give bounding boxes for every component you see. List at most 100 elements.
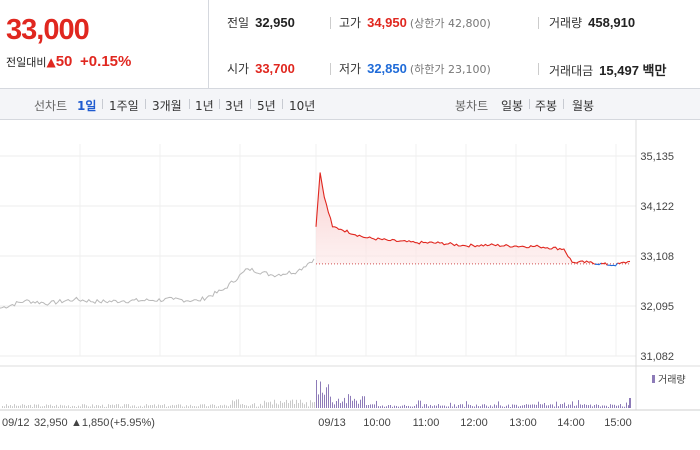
volume-bar	[594, 404, 595, 408]
volume-bar	[376, 400, 377, 408]
volume-bar	[296, 399, 297, 408]
volume-bar	[372, 404, 373, 408]
volume-bar	[578, 400, 579, 408]
volume-bar	[84, 404, 85, 408]
volume-bar	[540, 404, 541, 408]
volume-bar	[140, 405, 141, 408]
today-up-series	[617, 260, 631, 265]
volume-bar	[234, 401, 235, 408]
tab-1y[interactable]: 1년	[195, 99, 214, 113]
volume-bar	[580, 404, 581, 408]
volume-bar	[484, 404, 485, 408]
volume-bar	[432, 406, 433, 408]
volume-bar	[144, 405, 145, 408]
volume-bar	[154, 404, 155, 408]
tab-5y[interactable]: 5년	[257, 99, 276, 113]
volume-bar	[458, 405, 459, 408]
volume-bar	[374, 404, 375, 408]
volume-bar	[448, 406, 449, 408]
volume-bar	[452, 406, 453, 408]
volume-bar	[172, 404, 173, 408]
stat-label: 저가	[339, 62, 362, 76]
volume-bar	[86, 405, 87, 408]
volume-bar	[174, 405, 175, 408]
tab-3m[interactable]: 3개월	[152, 99, 182, 113]
upper-limit: (상한가 42,800)	[409, 17, 491, 30]
divider	[282, 99, 283, 109]
volume-bar	[22, 404, 23, 408]
volume-bar	[30, 404, 31, 408]
volume-bar	[442, 405, 443, 408]
volume-bar	[320, 381, 321, 408]
volume-bar	[80, 406, 81, 408]
volume-bar	[380, 406, 381, 408]
x-tick-label: 14:00	[557, 417, 585, 429]
volume-bar	[180, 404, 181, 408]
volume-bar	[454, 404, 455, 408]
volume-bar	[542, 404, 543, 408]
volume-bar	[324, 394, 325, 408]
volume-bar	[198, 406, 199, 408]
tab-weekly-candle[interactable]: 주봉	[535, 99, 558, 113]
volume-bar	[350, 395, 351, 408]
volume-bar	[336, 401, 337, 408]
volume-bar	[8, 405, 9, 408]
volume-bar	[192, 406, 193, 408]
tab-daily-candle[interactable]: 일봉	[501, 99, 524, 113]
volume-bar	[468, 404, 469, 408]
volume-bar	[148, 405, 149, 408]
volume-bar	[272, 404, 273, 408]
volume-bar	[204, 404, 205, 408]
volume-bar	[230, 404, 231, 408]
volume-bar	[438, 404, 439, 408]
volume-bar	[346, 403, 347, 408]
today-line	[315, 172, 631, 267]
tab-1w[interactable]: 1주일	[109, 99, 139, 113]
volume-bar	[482, 404, 483, 408]
volume-bar	[54, 406, 55, 408]
volume-bar	[604, 405, 605, 408]
volume-bar	[502, 406, 503, 408]
volume-bar	[588, 405, 589, 408]
volume-bar	[462, 404, 463, 408]
volume-bar	[536, 404, 537, 408]
volume-bar	[222, 405, 223, 408]
volume-bar	[478, 406, 479, 408]
volume-bar	[322, 392, 323, 408]
volume-bar	[602, 405, 603, 408]
x-tick-label: 10:00	[363, 417, 391, 429]
volume-bar	[46, 404, 47, 408]
volume-bar	[570, 404, 571, 408]
volume-bar	[488, 406, 489, 408]
volume-bar	[232, 400, 233, 408]
today-up-fill	[316, 172, 630, 264]
volume-bar	[568, 404, 569, 408]
stats-panel: 전일 32,950 고가 34,950 (상한가 42,800) 거래량 458,910…	[209, 0, 700, 88]
volume-bar	[292, 399, 293, 408]
tab-10y[interactable]: 10년	[289, 99, 316, 113]
x-tick-label: 09/12	[2, 417, 30, 429]
volume-bar	[50, 404, 51, 408]
x-tick-label: 15:00	[604, 417, 632, 429]
divider	[250, 99, 251, 109]
tab-monthly-candle[interactable]: 월봉	[572, 99, 595, 113]
volume-bar	[382, 405, 383, 408]
volume-bar	[88, 406, 89, 408]
volume-bar	[598, 404, 599, 408]
volume-bar	[430, 404, 431, 408]
volume-bar	[476, 404, 477, 408]
volume-bar	[584, 404, 585, 408]
today-up-series	[315, 172, 596, 265]
x-axis-ticks: 09/12 09/13 10:00 11:00 12:00 13:00 14:00 15:00	[2, 417, 632, 429]
volume-bar	[104, 406, 105, 408]
volume-bar	[184, 406, 185, 408]
volume-bar	[218, 406, 219, 408]
volume-bar	[246, 405, 247, 408]
price-box: 33,000 전일대비▲50 +0.15%	[0, 0, 209, 88]
tab-1d[interactable]: 1일	[77, 99, 97, 113]
divider	[102, 99, 103, 109]
tab-3y[interactable]: 3년	[225, 99, 244, 113]
y-tick-label: 35,135	[640, 151, 674, 163]
volume-bar	[492, 406, 493, 408]
divider	[145, 99, 146, 109]
